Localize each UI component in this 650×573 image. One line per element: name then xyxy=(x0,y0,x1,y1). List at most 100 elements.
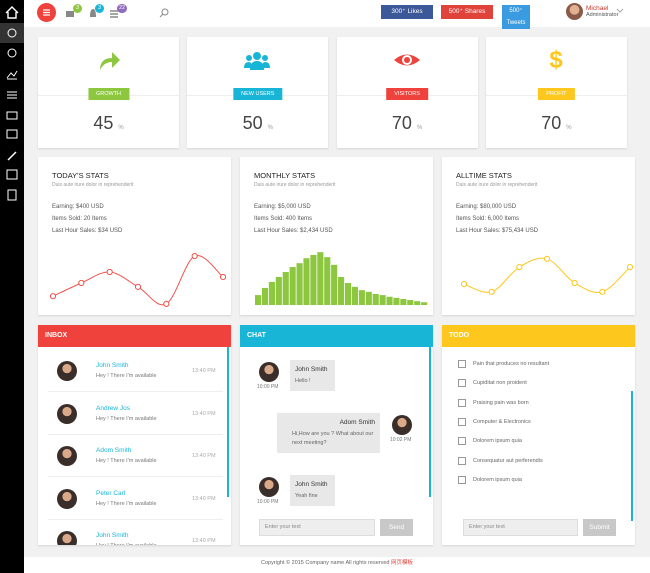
message-time: 13:40 PM xyxy=(192,453,216,459)
user-name[interactable]: Michael xyxy=(586,5,609,12)
submit-button[interactable]: Submit xyxy=(583,519,616,536)
point xyxy=(571,279,578,287)
todo-item: Cupiditat non proident xyxy=(473,380,527,387)
scrollbar xyxy=(631,391,633,521)
notification-badge: 3 xyxy=(73,4,82,13)
bar xyxy=(400,298,407,305)
avatar xyxy=(57,488,77,509)
footer: Copyright © 2015 Company name All rights… xyxy=(24,557,650,573)
bar xyxy=(331,264,338,305)
sender-name[interactable]: Peter Carl xyxy=(96,489,126,497)
stats-line: Items Sold: 20 Items xyxy=(52,216,107,222)
bar xyxy=(261,287,269,305)
sender-name[interactable]: Andrew Jos xyxy=(96,404,130,412)
bar xyxy=(344,283,352,305)
avatar xyxy=(259,477,279,497)
bar xyxy=(379,295,386,305)
divider xyxy=(48,476,223,477)
kpi-card: VISITORS 70% xyxy=(336,37,478,148)
stats-card: TODAY'S STATS Duis aute irure dolor in re… xyxy=(38,157,231,315)
point xyxy=(516,263,523,271)
sender-name[interactable]: John Smith xyxy=(96,362,129,369)
sender-name[interactable]: Adom Smith xyxy=(96,447,132,454)
bar xyxy=(310,254,317,305)
point xyxy=(626,263,634,271)
sidebar xyxy=(0,0,24,573)
point xyxy=(219,273,227,281)
point xyxy=(488,288,495,295)
stats-subtitle: Duis aute irure dolor in reprehenderit xyxy=(456,182,538,188)
point xyxy=(106,268,113,276)
tweets-button[interactable]: 500⁺ Tweets xyxy=(502,5,530,29)
point xyxy=(163,300,170,307)
footer-link[interactable]: 网页模板 xyxy=(391,560,414,566)
bar xyxy=(421,302,428,305)
bar xyxy=(338,276,345,305)
message-time: 13:40 PM xyxy=(192,410,216,417)
todo-item: Dolorem ipsum quia xyxy=(473,476,522,483)
kpi-unit: % xyxy=(118,125,124,131)
stats-line: Items Sold: 6,000 Items xyxy=(456,216,520,222)
panel-header: CHAT xyxy=(240,325,433,347)
checkbox[interactable] xyxy=(458,379,466,388)
todo-input[interactable]: Enter your text xyxy=(463,519,578,536)
kpi-icon xyxy=(393,54,420,66)
chat-bubble: Adom Smith Hi,How are you ? What about ou… xyxy=(277,413,380,453)
send-button[interactable]: Send xyxy=(380,519,413,536)
chat-input[interactable]: Enter your text xyxy=(259,519,375,536)
shares-button[interactable]: 500⁺ Shares xyxy=(441,5,493,19)
inbox-panel: INBOX John Smith Hey ! There I'm available… xyxy=(38,325,231,545)
bar xyxy=(255,295,262,305)
stats-subtitle: Duis aute irure dolor in reprehenderit xyxy=(52,182,134,188)
top-icons xyxy=(66,8,169,18)
likes-button[interactable]: 300⁺ Likes xyxy=(381,5,433,19)
bar xyxy=(289,267,296,305)
user-avatar[interactable] xyxy=(566,3,583,20)
divider xyxy=(48,433,223,435)
sender-name: John Smith xyxy=(295,481,328,488)
todo-item: Praising pain was born xyxy=(473,399,529,406)
bar xyxy=(324,257,331,305)
checkbox[interactable] xyxy=(458,437,466,446)
kpi-label: NEW USERS xyxy=(233,88,283,100)
avatar xyxy=(57,531,77,545)
message-text: Hello ! xyxy=(295,378,311,384)
avatar xyxy=(57,446,77,466)
checkbox[interactable] xyxy=(458,360,466,368)
svg-text:$: $ xyxy=(549,46,563,73)
kpi-value: 45% xyxy=(93,113,124,133)
kpi-card: GROWTH 45% xyxy=(38,37,179,148)
message-text: Yeah fine xyxy=(295,493,318,499)
point xyxy=(134,283,142,290)
checkbox[interactable] xyxy=(458,456,466,465)
sender-name: John Smith xyxy=(295,366,328,373)
mini-chart xyxy=(49,252,227,307)
avatar xyxy=(57,361,77,381)
checkbox[interactable] xyxy=(458,398,466,407)
sender-name[interactable]: John Smith xyxy=(96,532,129,539)
kpi-unit: % xyxy=(267,125,273,131)
checkbox[interactable] xyxy=(458,475,466,484)
kpi-unit: % xyxy=(566,125,572,131)
message-time: 10:02 PM xyxy=(390,437,412,443)
stats-line: Earning: $80,000 USD xyxy=(456,204,517,210)
checkbox[interactable] xyxy=(458,417,466,426)
stats-line: Last Hour Sales: $75,434 USD xyxy=(456,228,539,234)
message-time: 13:40 PM xyxy=(192,495,216,502)
point xyxy=(599,288,606,295)
message-time: 10:00 PM xyxy=(257,499,279,505)
menu-button[interactable] xyxy=(37,3,56,22)
bar xyxy=(372,294,379,305)
kpi-icon: $ xyxy=(549,46,563,73)
kpi-value: 50% xyxy=(242,113,273,133)
message-time: 13:40 PM xyxy=(192,368,216,374)
avatar xyxy=(392,415,412,435)
todo-item: Dolorem ipsum quia xyxy=(473,438,522,445)
message-text: Hey ! There I'm available xyxy=(96,543,157,545)
copyright: Copyright © 2015 Company name All rights… xyxy=(260,560,390,566)
message-text: Hey ! There I'm available xyxy=(96,500,157,507)
sender-name: Adom Smith xyxy=(339,419,375,426)
panel-header: TODO xyxy=(442,325,635,347)
notification-badge: 22 xyxy=(117,4,128,13)
